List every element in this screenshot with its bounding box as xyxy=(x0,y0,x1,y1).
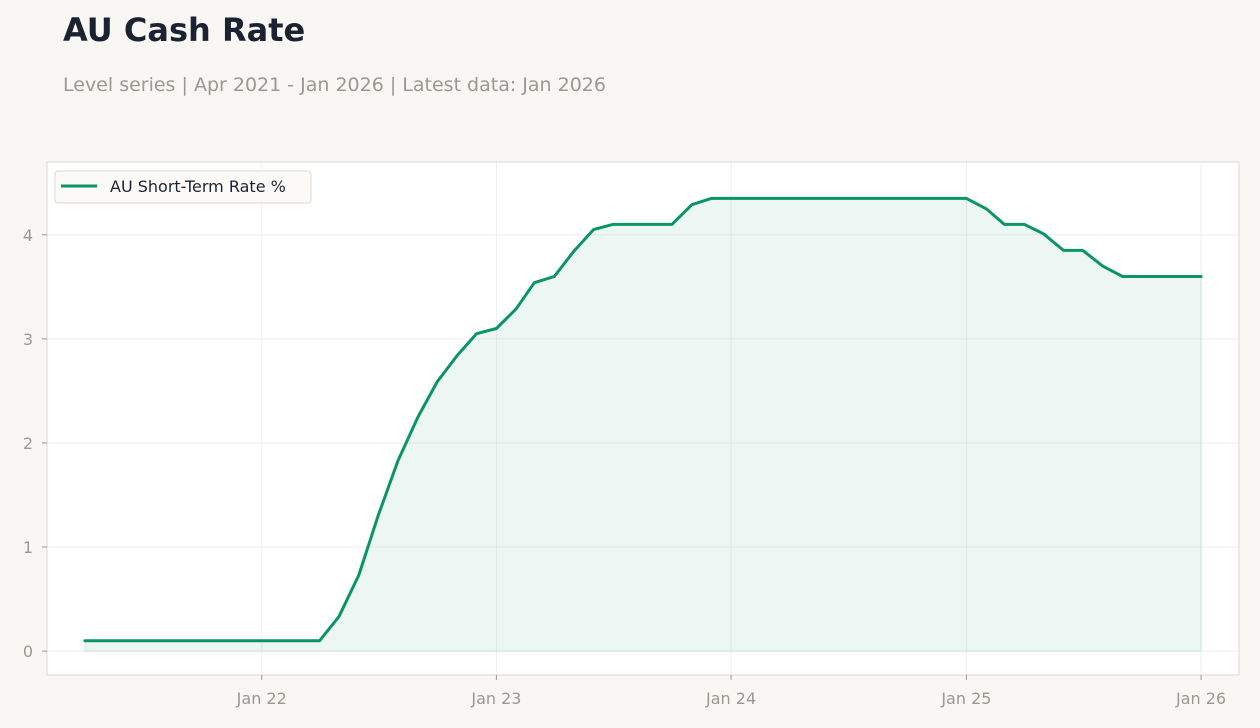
chart-title: AU Cash Rate xyxy=(63,11,306,49)
y-tick-label: 1 xyxy=(23,538,33,557)
x-tick-label: Jan 22 xyxy=(236,689,287,708)
x-tick-label: Jan 24 xyxy=(705,689,756,708)
chart-subtitle: Level series | Apr 2021 - Jan 2026 | Lat… xyxy=(63,74,606,96)
x-tick-label: Jan 23 xyxy=(470,689,521,708)
plot-frame xyxy=(46,161,1240,676)
y-axis: 0 1 2 3 4 xyxy=(23,226,47,661)
legend-label: AU Short-Term Rate % xyxy=(110,177,286,196)
y-tick-label: 2 xyxy=(23,434,33,453)
y-tick-label: 4 xyxy=(23,226,33,245)
x-tick-label: Jan 26 xyxy=(1175,689,1226,708)
x-tick-label: Jan 25 xyxy=(940,689,991,708)
y-tick-label: 3 xyxy=(23,330,33,349)
grid-lines xyxy=(47,162,1239,675)
series-line xyxy=(83,196,1203,643)
x-axis: Jan 22 Jan 23 Jan 24 Jan 25 Jan 26 xyxy=(236,675,1226,708)
legend[interactable]: AU Short-Term Rate % xyxy=(54,170,312,204)
plot-area xyxy=(47,162,1239,675)
y-tick-label: 0 xyxy=(23,642,33,661)
legend-box xyxy=(54,170,312,204)
